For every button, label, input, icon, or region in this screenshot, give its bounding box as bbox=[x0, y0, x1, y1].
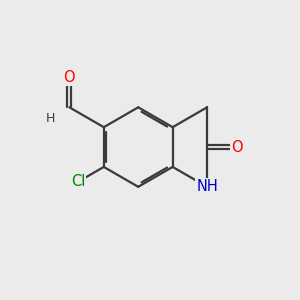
Text: Cl: Cl bbox=[71, 174, 85, 189]
Text: NH: NH bbox=[196, 179, 218, 194]
Text: H: H bbox=[46, 112, 55, 125]
Text: O: O bbox=[231, 140, 243, 154]
Text: O: O bbox=[64, 70, 75, 85]
